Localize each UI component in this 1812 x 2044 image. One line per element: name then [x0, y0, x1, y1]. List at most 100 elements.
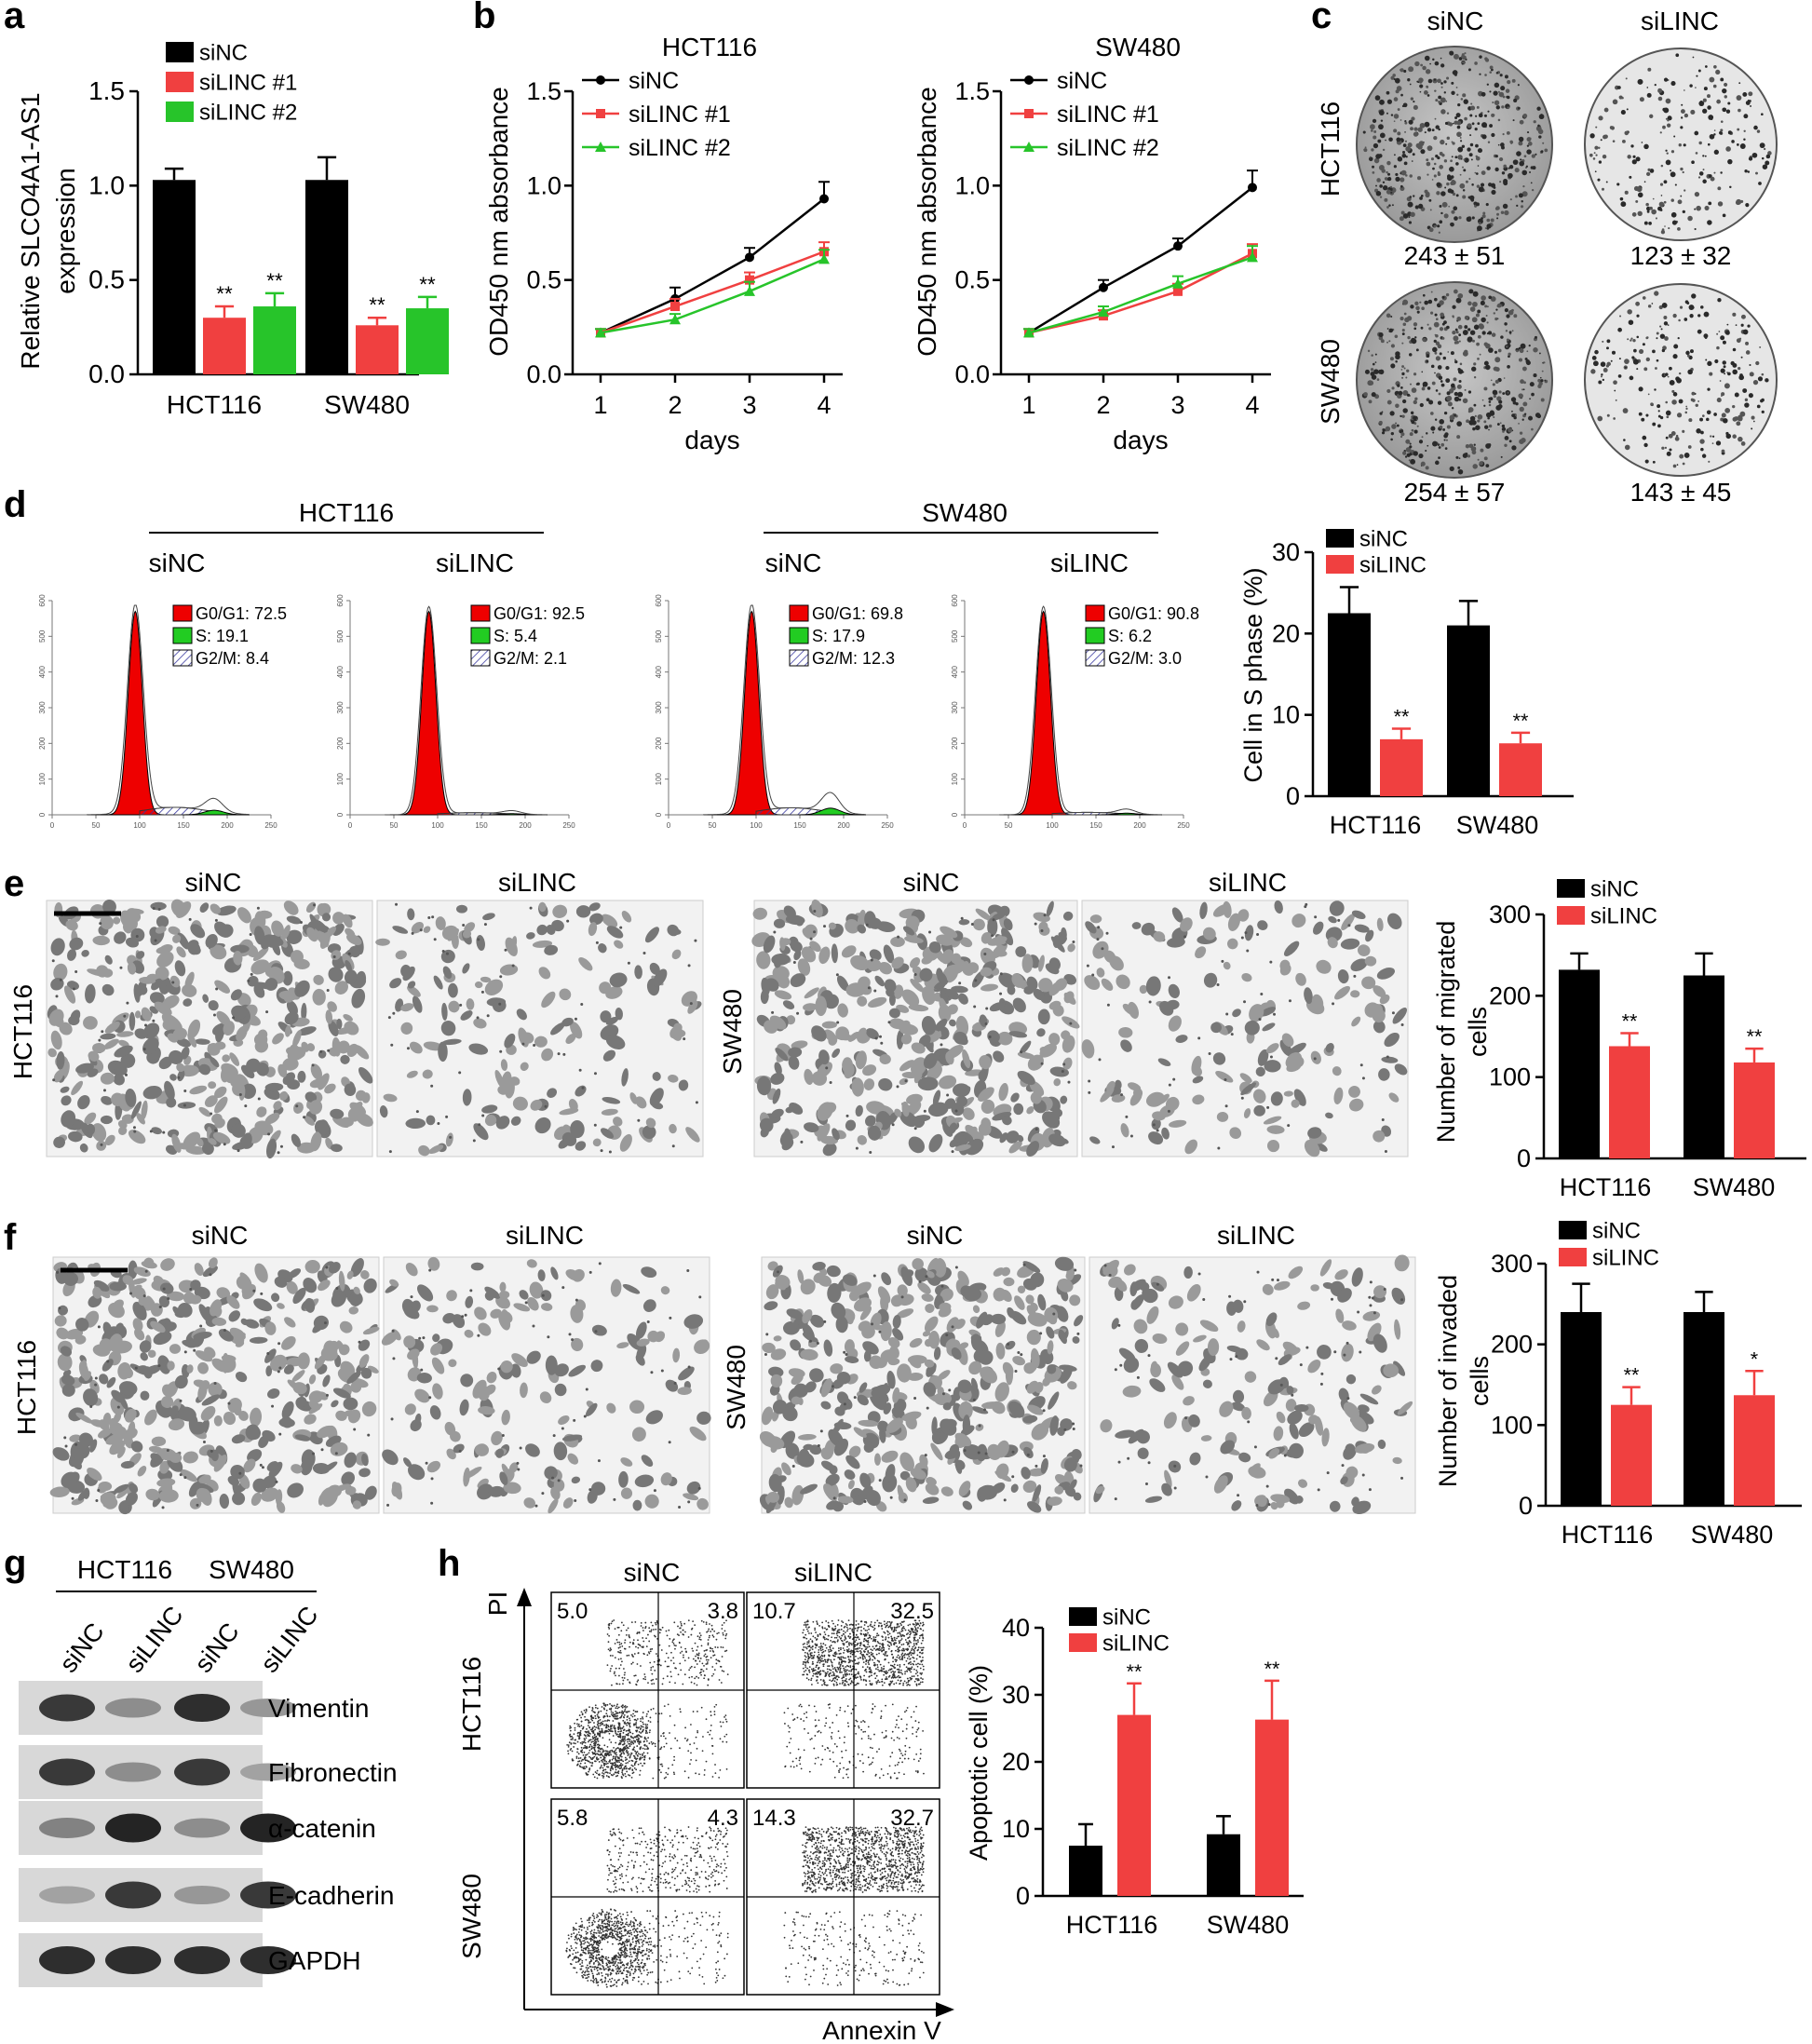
colony-dot [1709, 76, 1715, 83]
pore-dot [277, 1370, 280, 1374]
colony-dot [1737, 128, 1740, 131]
colony-dot [1403, 367, 1406, 370]
colony-dot [1480, 300, 1485, 305]
colony-dot [1427, 128, 1432, 132]
x-tick-label: 3 [742, 391, 756, 419]
hist-legend-g2m-label: G2/M: 2.1 [494, 649, 567, 668]
colony-dot [1651, 209, 1656, 215]
colony-dot [1433, 224, 1437, 228]
colony-dot [1507, 95, 1510, 100]
pore-dot [978, 1424, 981, 1428]
colony-dot [1427, 78, 1433, 84]
colony-dot [1597, 178, 1601, 182]
pore-dot [486, 1014, 490, 1018]
pore-dot [406, 1047, 410, 1050]
legend-swatch [1557, 879, 1585, 898]
hist-y-tick-label: 200 [655, 737, 663, 750]
hist-y-tick-label: 200 [38, 737, 47, 750]
colony-dot [1700, 305, 1704, 309]
pore-dot [143, 1023, 147, 1027]
colony-dot [1478, 186, 1484, 193]
pore-dot [984, 1022, 988, 1026]
pore-dot [391, 1329, 395, 1333]
pore-dot [1208, 1051, 1211, 1055]
colony-dot [1439, 152, 1443, 156]
pore-dot [843, 1350, 846, 1354]
colony-dot [1664, 336, 1669, 341]
colony-dot [1449, 50, 1453, 55]
cell-shape [181, 1047, 190, 1060]
pore-dot [323, 1321, 327, 1325]
colony-dot [1654, 291, 1659, 296]
pore-dot [188, 917, 192, 921]
colony-dot [1736, 198, 1742, 205]
colony-dot [1507, 106, 1510, 110]
y-tick-label: 0.0 [526, 360, 561, 388]
colony-dot [1699, 439, 1705, 444]
colony-dot [1738, 337, 1742, 340]
pore-dot [825, 1066, 829, 1070]
cell-shape [286, 929, 303, 944]
colony-dot [1678, 318, 1681, 322]
colony-dot [1457, 292, 1464, 299]
pore-dot [271, 1404, 275, 1408]
colony-dot [1412, 195, 1415, 197]
colony-dot [1490, 379, 1493, 382]
pore-dot [904, 1079, 908, 1083]
colony-dot [1659, 183, 1664, 186]
flow-event [596, 1777, 599, 1780]
colony-dot [1477, 458, 1480, 461]
pore-dot [516, 1461, 520, 1465]
colony-dot [1757, 376, 1764, 382]
colony-dot [1717, 201, 1724, 207]
colony-dot [1386, 90, 1390, 95]
colony-dot [1598, 115, 1603, 121]
pore-dot [1240, 936, 1244, 940]
colony-dot [1504, 435, 1509, 440]
colony-dot [1669, 366, 1672, 371]
colony-dot [1636, 368, 1639, 371]
pore-dot [179, 1473, 183, 1477]
cell-shape [1038, 978, 1053, 993]
blot-band [39, 1758, 95, 1786]
data-point [819, 194, 829, 204]
pore-dot [267, 1132, 271, 1136]
pore-dot [1067, 1080, 1071, 1084]
pore-dot [1156, 1282, 1159, 1286]
migration-row-hct116: HCT116 [8, 984, 37, 1079]
pore-dot [428, 1396, 432, 1400]
colony-dot [1494, 155, 1498, 158]
hist-x-tick-label: 150 [1089, 821, 1102, 830]
colony-dot [1433, 135, 1438, 141]
migration-col-sinc-sw480: siNC [903, 868, 960, 897]
colony-dot [1459, 362, 1463, 366]
significance-label: ** [266, 269, 283, 292]
colony-dot [1460, 98, 1464, 101]
colony-dot [1756, 129, 1761, 133]
pore-dot [521, 1042, 525, 1046]
flow-event [696, 1747, 698, 1750]
colony-dot [1740, 314, 1746, 319]
cell-shape [297, 1026, 317, 1036]
colony-dot [1516, 204, 1519, 207]
colony-dot [1678, 143, 1682, 147]
colony-dot [1707, 142, 1711, 146]
colony-dot [1662, 125, 1666, 129]
pore-dot [613, 1497, 616, 1501]
colony-dot [1646, 92, 1652, 98]
pore-dot [869, 1150, 872, 1154]
colony-dot [1506, 130, 1510, 135]
colony-dot [1703, 333, 1709, 339]
colony-dot [1483, 360, 1489, 366]
pore-dot [422, 1336, 426, 1340]
colony-dot [1424, 55, 1430, 61]
colony-dot [1684, 411, 1688, 414]
colony-dot [1745, 203, 1750, 208]
colony-dot [1429, 62, 1431, 65]
colony-dot [1451, 407, 1454, 410]
colony-dot [1721, 392, 1725, 397]
colony-dot [1475, 425, 1481, 430]
colony-dot [1440, 109, 1446, 115]
colony-dot [1438, 375, 1443, 380]
x-tick-label: 3 [1170, 391, 1184, 419]
